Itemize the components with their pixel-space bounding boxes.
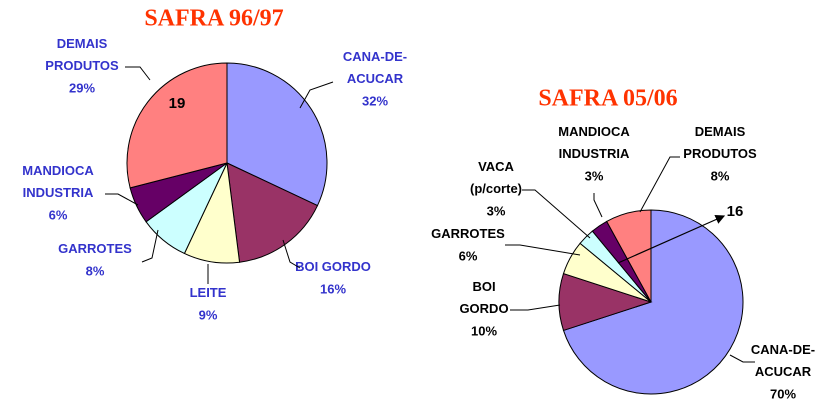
pie-slice [226, 162, 319, 263]
annotation-arrow [617, 215, 726, 264]
slice-label: BOI GORDO [295, 259, 371, 274]
slice-value-label: 29% [69, 80, 95, 95]
leader-line [639, 156, 680, 213]
slice-value-label: 9% [199, 307, 218, 322]
leader-line [282, 239, 301, 269]
leader-line [729, 354, 755, 363]
leader-line [510, 304, 561, 311]
slice-value-label: 6% [459, 248, 478, 263]
leader-line [505, 244, 581, 256]
slice-label: DEMAIS PRODUTOS [683, 124, 757, 161]
slice-value-label: 3% [585, 168, 604, 183]
slice-label: GARROTES [58, 241, 132, 256]
slice-label: GARROTES [431, 226, 505, 241]
slice-value-label: 32% [362, 93, 388, 108]
slice-value-label: 10% [471, 323, 497, 338]
leader-line [299, 81, 334, 109]
slice-label: BOI GORDO [459, 279, 508, 316]
pie-slice [126, 62, 228, 189]
chart-title: SAFRA 96/97 [144, 6, 283, 32]
slice-label: VACA (p/corte) [470, 159, 522, 196]
slice-value-label: 16% [320, 281, 346, 296]
pie-slice [562, 209, 744, 395]
annotation: 16 [727, 203, 744, 220]
slice-label: DEMAIS PRODUTOS [45, 36, 119, 73]
slice-value-label: 8% [711, 168, 730, 183]
slice-value-label: 70% [770, 386, 796, 401]
slice-value-label: 6% [49, 207, 68, 222]
pie-slice [605, 209, 652, 303]
leader-line [522, 189, 591, 239]
leader-line [593, 193, 603, 218]
slice-label: LEITE [190, 285, 227, 300]
leader-line [125, 66, 151, 81]
slice-label: MANDIOCA INDUSTRIA [558, 124, 630, 161]
leader-line [105, 193, 139, 206]
slice-value-label: 3% [487, 203, 506, 218]
slice-label: CANA-DE-ACUCAR [343, 49, 407, 86]
chart-title: SAFRA 05/06 [538, 86, 677, 112]
leader-line [141, 229, 159, 263]
slice-label: CANA-DE-ACUCAR [751, 342, 815, 379]
slice-label: MANDIOCA INDUSTRIA [22, 163, 94, 200]
pie-slice [226, 62, 328, 207]
slice-value-label: 8% [86, 263, 105, 278]
annotation: 19 [169, 95, 186, 112]
